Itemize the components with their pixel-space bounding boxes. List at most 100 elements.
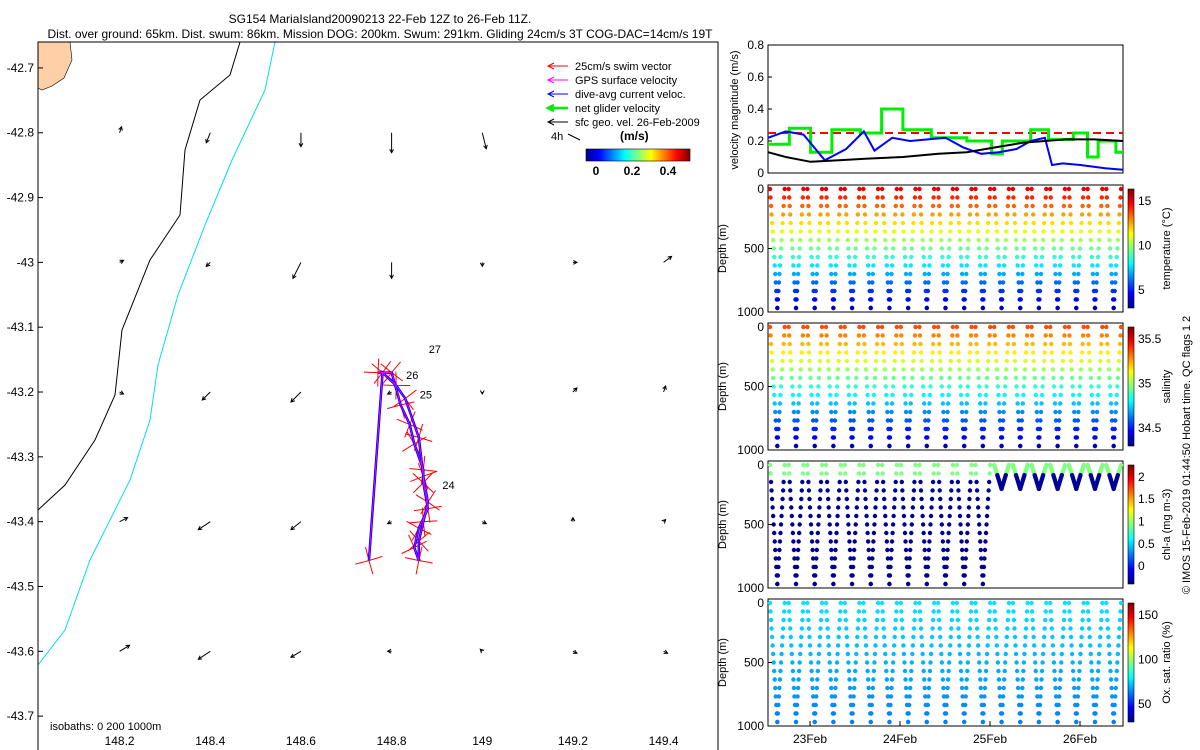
current-vector-arrow bbox=[663, 255, 673, 263]
profile-ytick-salinity-2: 1000 bbox=[737, 443, 764, 457]
current-vector-arrow bbox=[572, 387, 578, 393]
profile-cbar-tick-temperature-0: 5 bbox=[1138, 283, 1145, 297]
profile-cbar-tick-oxygen-1: 100 bbox=[1138, 653, 1158, 667]
legend-arrowhead-3 bbox=[545, 103, 555, 113]
profile-panel-salinity: 0 500 1000 Depth (m) 34.5 35 35.5 salinity bbox=[717, 320, 1173, 457]
profile-ytick-temperature-2: 1000 bbox=[737, 305, 764, 319]
day-label-24: 24 bbox=[442, 480, 454, 492]
swim-vector bbox=[418, 423, 424, 438]
current-vector-arrow bbox=[119, 517, 129, 523]
day-label-25: 25 bbox=[420, 390, 432, 402]
profile-ytick-chl-a-2: 1000 bbox=[737, 581, 764, 595]
current-vector-arrow bbox=[386, 520, 392, 525]
current-vector-arrow bbox=[201, 391, 211, 401]
legend-arrowhead-4 bbox=[546, 118, 555, 126]
profile-ylabel-temperature: Depth (m) bbox=[717, 224, 729, 273]
colorbar-tick-1: 0.2 bbox=[624, 164, 641, 178]
legend-arrowhead-2 bbox=[546, 90, 555, 98]
legend-scale-label: 4h bbox=[551, 131, 563, 143]
map-ytick-label-1: -42.8 bbox=[7, 126, 35, 140]
current-vector-arrow bbox=[119, 259, 125, 264]
map-ytick-label-0: -42.7 bbox=[7, 61, 35, 75]
map-xtick-label-3: 148.8 bbox=[377, 734, 407, 748]
map-ytick-label-10: -43.7 bbox=[7, 709, 35, 723]
date-tick-1: 24Feb bbox=[883, 732, 917, 746]
legend-arrowhead-0 bbox=[546, 62, 555, 70]
swim-vector bbox=[371, 363, 383, 373]
swim-vector bbox=[427, 501, 440, 511]
isobaths-label: isobaths: 0 200 1000m bbox=[50, 721, 161, 733]
plot-subtitle: Dist. over ground: 65km. Dist. swum: 86k… bbox=[47, 27, 713, 41]
map-ytick-label-6: -43.3 bbox=[7, 450, 35, 464]
profile-cbar-tick-chl-a-3: 1.5 bbox=[1138, 492, 1155, 506]
profile-cbar-tick-temperature-1: 10 bbox=[1138, 239, 1152, 253]
profile-cbar-tick-chl-a-1: 0.5 bbox=[1138, 537, 1155, 551]
map-xtick-label-6: 149.4 bbox=[649, 734, 679, 748]
legend-item-0: 25cm/s swim vector bbox=[575, 61, 672, 73]
swim-vector bbox=[410, 475, 424, 482]
profile-cbar-tick-salinity-0: 34.5 bbox=[1138, 421, 1162, 435]
current-vector-arrow bbox=[290, 650, 302, 658]
map-legend: 25cm/s swim vector GPS surface velocity di… bbox=[545, 61, 700, 178]
current-vector-arrow bbox=[197, 521, 211, 531]
profile-ytick-oxygen-2: 1000 bbox=[737, 719, 764, 733]
day-label-27: 27 bbox=[429, 344, 441, 356]
map-axes bbox=[37, 41, 719, 750]
profile-cbar-label-oxygen: Ox. sat. ratio (%) bbox=[1161, 621, 1173, 704]
profile-ytick-chl-a-1: 500 bbox=[744, 518, 764, 532]
swim-vector bbox=[404, 424, 411, 438]
current-vector-arrow bbox=[386, 648, 392, 654]
swim-vector bbox=[387, 404, 401, 410]
colorbar-tick-2: 0.4 bbox=[660, 164, 677, 178]
profile-colorbar-oxygen bbox=[1127, 602, 1135, 723]
map-ytick-label-5: -43.2 bbox=[7, 385, 35, 399]
plot-title: SG154 MariaIsland20090213 22-Feb 12Z to … bbox=[228, 12, 532, 26]
swim-vector bbox=[423, 469, 438, 473]
map-colorbar bbox=[585, 148, 691, 162]
swim-vector bbox=[377, 358, 380, 373]
current-vector-arrow bbox=[290, 521, 302, 531]
velocity-series-1 bbox=[768, 107, 1123, 159]
velocity-ytick-4: 0.8 bbox=[747, 38, 764, 52]
profile-cbar-tick-chl-a-0: 0 bbox=[1138, 559, 1145, 573]
map-ytick-label-7: -43.4 bbox=[7, 515, 35, 529]
date-tick-3: 26Feb bbox=[1063, 732, 1097, 746]
profile-ylabel-salinity: Depth (m) bbox=[717, 362, 729, 411]
swim-vector bbox=[427, 508, 431, 523]
profile-cbar-tick-oxygen-2: 150 bbox=[1138, 608, 1158, 622]
legend-item-2: dive-avg current veloc. bbox=[575, 89, 686, 101]
swim-vector bbox=[418, 540, 429, 552]
swim-vector bbox=[405, 557, 419, 562]
date-axis: 23Feb 24Feb 25Feb 26Feb bbox=[793, 721, 1097, 746]
map-xtick-label-2: 148.6 bbox=[286, 734, 316, 748]
current-vector-arrow bbox=[479, 390, 485, 396]
current-vector-arrow bbox=[119, 390, 125, 395]
legend-item-4: sfc geo. vel. 26-Feb-2009 bbox=[575, 117, 700, 129]
map-xtick-label-0: 148.2 bbox=[105, 734, 135, 748]
map-xtick-label-5: 149.2 bbox=[558, 734, 588, 748]
map-ticks: 148.2 148.4 148.6 148.8 149 149.2 149.4 -42.7 -4… bbox=[7, 61, 679, 748]
profile-ytick-salinity-1: 500 bbox=[744, 380, 764, 394]
gps-surface-track bbox=[368, 371, 429, 561]
swim-vector bbox=[391, 361, 401, 373]
velocity-axes bbox=[767, 44, 1124, 174]
velocity-ytick-2: 0.4 bbox=[747, 102, 764, 116]
current-vector-arrow bbox=[205, 262, 211, 268]
profile-cbar-label-salinity: salinity bbox=[1161, 369, 1173, 403]
swim-vector bbox=[406, 520, 420, 529]
velocity-series-2 bbox=[767, 129, 1124, 171]
profile-cbar-tick-salinity-1: 35 bbox=[1138, 377, 1152, 391]
current-vector-arrow bbox=[119, 644, 131, 652]
swim-vector bbox=[414, 540, 427, 549]
swim-vector bbox=[427, 505, 442, 510]
swim-vector bbox=[402, 443, 415, 452]
colorbar-title: (m/s) bbox=[620, 129, 649, 143]
current-vector-arrow bbox=[386, 390, 392, 395]
velocity-panel: 0 0.2 0.4 0.6 0.8 velocity magnitude (m/s) bbox=[729, 38, 1124, 180]
profile-colorbar-temperature bbox=[1127, 188, 1135, 309]
swim-vector bbox=[382, 360, 392, 373]
profile-ytick-oxygen-0: 0 bbox=[757, 596, 764, 610]
profile-ytick-oxygen-1: 500 bbox=[744, 656, 764, 670]
profile-cbar-tick-chl-a-2: 1 bbox=[1138, 515, 1145, 529]
